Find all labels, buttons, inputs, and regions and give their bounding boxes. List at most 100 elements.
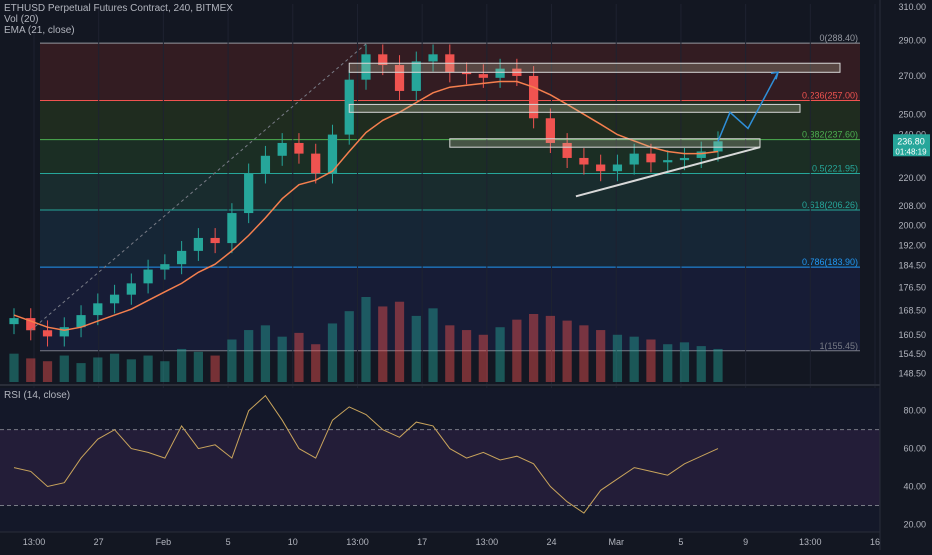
fib-label: 0.618(206.26) bbox=[802, 200, 858, 210]
volume-bar bbox=[445, 325, 455, 382]
resistance-box bbox=[348, 62, 841, 73]
candle-body bbox=[629, 153, 639, 165]
candle-body bbox=[562, 142, 572, 158]
time-tick: 13:00 bbox=[799, 537, 822, 547]
volume-bar bbox=[93, 357, 103, 382]
candle-body bbox=[9, 318, 19, 325]
time-tick: 5 bbox=[678, 537, 683, 547]
rsi-line bbox=[13, 394, 719, 514]
time-tick: 27 bbox=[94, 537, 104, 547]
price-tag-countdown: 01:48:19 bbox=[895, 147, 927, 156]
time-tick: 13:00 bbox=[476, 537, 499, 547]
candle-body bbox=[596, 164, 606, 172]
resistance-box bbox=[449, 138, 761, 148]
volume-bar bbox=[663, 344, 673, 382]
volume-bar bbox=[478, 334, 488, 382]
time-tick: 10 bbox=[288, 537, 298, 547]
candle-body bbox=[93, 303, 103, 316]
candle-body bbox=[529, 75, 539, 119]
volume-bar bbox=[260, 325, 271, 382]
candle-body bbox=[327, 134, 338, 174]
candle-body bbox=[26, 318, 36, 331]
price-tick: 148.50 bbox=[898, 369, 926, 379]
candle-body bbox=[244, 173, 254, 214]
candle-body bbox=[177, 250, 187, 265]
candle-body bbox=[76, 315, 86, 328]
fib-label: 0.786(183.90) bbox=[802, 257, 858, 267]
rsi-pane bbox=[0, 384, 932, 532]
price-tick: 290.00 bbox=[898, 35, 926, 45]
rsi-legend-box: RSI (14, close) bbox=[4, 390, 70, 401]
volume-bar bbox=[277, 336, 287, 382]
volume-bar bbox=[596, 330, 606, 382]
volume-bar bbox=[26, 358, 36, 382]
candle-body bbox=[612, 164, 623, 172]
volume-bar bbox=[109, 353, 120, 382]
rsi-tick: 60.00 bbox=[903, 444, 926, 454]
fib-label: 0.236(257.00) bbox=[802, 91, 858, 101]
candle-body bbox=[478, 74, 488, 78]
volume-bar bbox=[629, 336, 639, 382]
volume-bar bbox=[210, 355, 220, 382]
drawing-tools bbox=[30, 43, 841, 331]
volume-bar bbox=[529, 314, 539, 382]
projection-arrowhead bbox=[770, 71, 780, 80]
volume-bar bbox=[495, 327, 505, 382]
volume-bar bbox=[428, 308, 438, 382]
chart-title[interactable]: ETHUSD Perpetual Futures Contract, 240, … bbox=[4, 3, 233, 14]
price-tick: 250.00 bbox=[898, 109, 926, 119]
axis-background bbox=[880, 0, 932, 550]
time-tick: 24 bbox=[547, 537, 557, 547]
price-tick: 192.00 bbox=[898, 241, 926, 251]
volume-bar bbox=[244, 330, 254, 382]
time-tick: 13:00 bbox=[23, 537, 46, 547]
volume-bar bbox=[646, 339, 656, 382]
price-tick: 160.50 bbox=[898, 330, 926, 340]
volume-bar bbox=[143, 355, 153, 382]
volume-bar bbox=[411, 315, 421, 382]
fib-label: 0.5(221.95) bbox=[812, 164, 858, 174]
ema-legend[interactable]: EMA (21, close) bbox=[4, 25, 75, 36]
vol-legend[interactable]: Vol (20) bbox=[4, 14, 39, 25]
volume-bar bbox=[311, 344, 321, 382]
volume-bar bbox=[126, 359, 136, 382]
price-tick: 208.00 bbox=[898, 201, 926, 211]
candle-body bbox=[260, 155, 271, 174]
volume-bar bbox=[294, 332, 304, 382]
time-tick: 9 bbox=[743, 537, 748, 547]
candle-body bbox=[109, 294, 120, 304]
rsi-tick: 20.00 bbox=[903, 519, 926, 529]
candle-body bbox=[461, 72, 472, 75]
dashed-trendline bbox=[30, 43, 367, 331]
fib-band bbox=[40, 173, 860, 211]
support-trendline bbox=[575, 146, 761, 198]
fib-label: 0.382(237.60) bbox=[802, 130, 858, 140]
volume-bar bbox=[612, 334, 623, 382]
candle-body bbox=[663, 160, 673, 163]
volume-bar bbox=[545, 315, 555, 382]
volume-bar bbox=[512, 319, 522, 382]
volume-bar bbox=[160, 361, 170, 382]
candle-body bbox=[160, 264, 170, 270]
candle-body bbox=[227, 213, 237, 244]
price-tick: 310.00 bbox=[898, 2, 926, 12]
price-tick: 200.00 bbox=[898, 220, 926, 230]
time-tick: 5 bbox=[226, 537, 231, 547]
volume-bar bbox=[378, 306, 388, 382]
candle-body bbox=[311, 153, 321, 174]
time-tick: 13:00 bbox=[346, 537, 369, 547]
price-tick: 184.50 bbox=[898, 261, 926, 271]
price-tick: 154.50 bbox=[898, 349, 926, 359]
volume-bar bbox=[59, 355, 69, 382]
resistance-box bbox=[348, 103, 801, 113]
volume-bar bbox=[361, 297, 371, 382]
candle-body bbox=[579, 157, 589, 165]
volume-bar bbox=[327, 323, 338, 382]
price-tick: 176.50 bbox=[898, 283, 926, 293]
candle-body bbox=[42, 330, 53, 337]
volume-bar bbox=[193, 351, 203, 382]
volume-bar bbox=[579, 325, 589, 382]
rsi-legend[interactable]: RSI (14, close) bbox=[4, 390, 71, 401]
